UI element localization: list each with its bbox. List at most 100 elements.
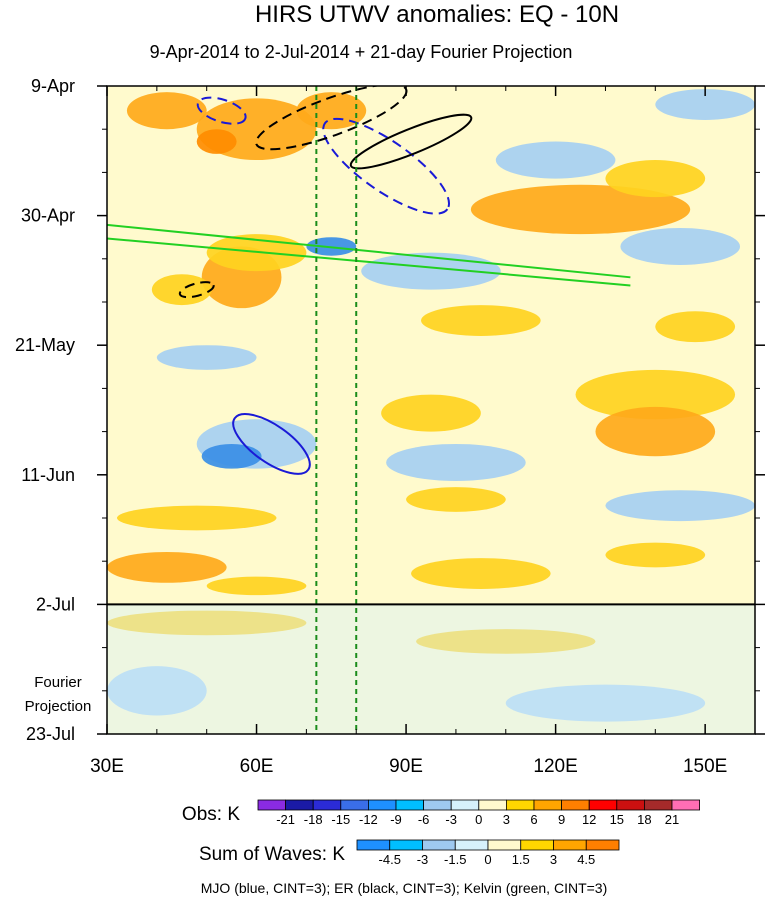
x-tick-label-0: 30E (90, 756, 124, 777)
anomaly-region-5 (470, 184, 691, 235)
obs-legend-level-12: 15 (610, 812, 624, 827)
anomaly-region-30 (107, 610, 307, 636)
obs-legend-level-4: -9 (390, 812, 402, 827)
contour-mjo-1 (322, 117, 451, 215)
obs-legend-level-13: 18 (637, 812, 651, 827)
anomaly-region-9 (151, 274, 212, 306)
waves-legend-swatch-0 (356, 839, 391, 851)
x-axis: 30E 60E 90E 120E 150E (90, 86, 727, 777)
anomaly-region-25 (406, 487, 506, 512)
obs-legend-level-11: 12 (582, 812, 596, 827)
obs-legend-swatch-1 (285, 799, 314, 811)
obs-legend-level-1: -18 (304, 812, 323, 827)
anomaly-region-15 (421, 305, 541, 336)
obs-legend-swatch-4 (367, 799, 397, 811)
x-tick-label-3: 120E (533, 756, 577, 777)
waves-legend-level-6: 4.5 (577, 852, 595, 867)
obs-legend-swatch-3 (340, 799, 369, 811)
obs-legend-level-8: 3 (503, 812, 510, 827)
y-tick-label-5: 23-Jul (26, 724, 75, 744)
projection-label-line-2: Projection (25, 698, 92, 715)
obs-legend-swatch-5 (395, 799, 425, 811)
x-tick-label-2: 90E (389, 756, 423, 777)
waves-legend-swatch-2 (422, 839, 456, 851)
obs-legend-swatch-14 (644, 799, 673, 811)
projection-label-line-1: Fourier (34, 674, 82, 691)
obs-legend: -21 -18 -15 -12 -9 -6 -3 0 3 6 9 12 15 18 21 (257, 799, 701, 827)
wave-contours (107, 86, 631, 475)
obs-legend-level-10: 9 (558, 812, 565, 827)
anomaly-region-4 (655, 89, 755, 120)
waves-legend-swatch-6 (553, 839, 587, 851)
waves-legend-level-1: -3 (417, 852, 429, 867)
anomaly-region-12 (361, 252, 501, 290)
anomaly-regions (107, 89, 755, 734)
obs-legend-level-5: -6 (418, 812, 430, 827)
plot-area (107, 86, 755, 734)
anomaly-region-18 (595, 406, 716, 457)
obs-legend-swatch-13 (616, 799, 645, 811)
anomaly-region-19 (381, 394, 481, 432)
obs-legend-swatch-2 (312, 799, 342, 811)
obs-legend-label: Obs: K (182, 804, 240, 825)
plot-frame (106, 85, 756, 735)
anomaly-region-31 (416, 629, 596, 654)
obs-legend-swatch-6 (423, 799, 452, 811)
chart-title: HIRS UTWV anomalies: EQ - 10N (255, 1, 619, 28)
anomaly-region-32 (107, 666, 207, 716)
anomaly-region-23 (116, 505, 277, 531)
anomaly-region-26 (107, 551, 227, 583)
obs-legend-swatch-10 (533, 799, 563, 811)
waves-legend-swatch-1 (389, 839, 423, 851)
anomaly-region-16 (156, 345, 257, 370)
waves-legend-label: Sum of Waves: K (199, 844, 345, 865)
contour-er-5 (178, 281, 215, 299)
anomaly-region-29 (206, 576, 307, 596)
obs-legend-level-6: -3 (445, 812, 457, 827)
chart-subtitle: 9-Apr-2014 to 2-Jul-2014 + 21-day Fourie… (150, 42, 573, 62)
obs-legend-level-9: 6 (530, 812, 537, 827)
y-tick-label-3: 11-Jun (21, 465, 75, 485)
waves-legend-swatch-3 (454, 839, 489, 851)
waves-legend: -4.5 -3 -1.5 0 1.5 3 4.5 (356, 839, 620, 867)
anomaly-region-0 (126, 92, 207, 130)
anomaly-region-7 (495, 141, 616, 179)
anomaly-region-6 (605, 160, 706, 198)
obs-legend-level-14: 21 (665, 812, 679, 827)
waves-legend-level-0: -4.5 (379, 852, 401, 867)
obs-legend-swatch-11 (561, 799, 590, 811)
y-tick-label-2: 21-May (15, 335, 75, 355)
obs-legend-level-0: -21 (276, 812, 295, 827)
obs-legend-swatch-8 (478, 799, 507, 811)
waves-legend-swatch-4 (487, 839, 522, 851)
anomaly-region-13 (620, 227, 741, 265)
waves-legend-level-2: -1.5 (444, 852, 466, 867)
obs-legend-level-2: -15 (331, 812, 350, 827)
x-tick-label-4: 150E (683, 756, 727, 777)
kelvin-contour-0 (107, 223, 631, 279)
anomaly-region-28 (605, 542, 706, 568)
anomaly-region-27 (411, 558, 551, 589)
waves-legend-level-4: 1.5 (512, 852, 530, 867)
obs-legend-swatch-12 (588, 799, 618, 811)
waves-legend-swatch-5 (520, 839, 554, 851)
waves-legend-level-3: 0 (484, 852, 491, 867)
obs-legend-swatch-15 (671, 799, 701, 811)
obs-legend-swatch-9 (505, 799, 535, 811)
obs-legend-swatch-0 (257, 799, 287, 811)
y-tick-label-4: 2-Jul (36, 594, 75, 614)
projection-shading (107, 604, 755, 734)
kelvin-contour-1 (107, 237, 631, 287)
obs-legend-swatch-7 (450, 799, 480, 811)
obs-legend-level-7: 0 (475, 812, 482, 827)
anomaly-region-24 (605, 490, 755, 522)
contour-mjo-0 (196, 96, 247, 125)
reference-lines (315, 86, 358, 734)
anomaly-region-22 (386, 443, 526, 481)
anomaly-region-3 (296, 92, 367, 130)
contour-er-4 (349, 113, 473, 170)
anomaly-region-17 (575, 369, 736, 420)
y-axis: 9-Apr 30-Apr 21-May 11-Jun 2-Jul 23-Jul (15, 76, 765, 744)
x-tick-label-1: 60E (240, 756, 274, 777)
